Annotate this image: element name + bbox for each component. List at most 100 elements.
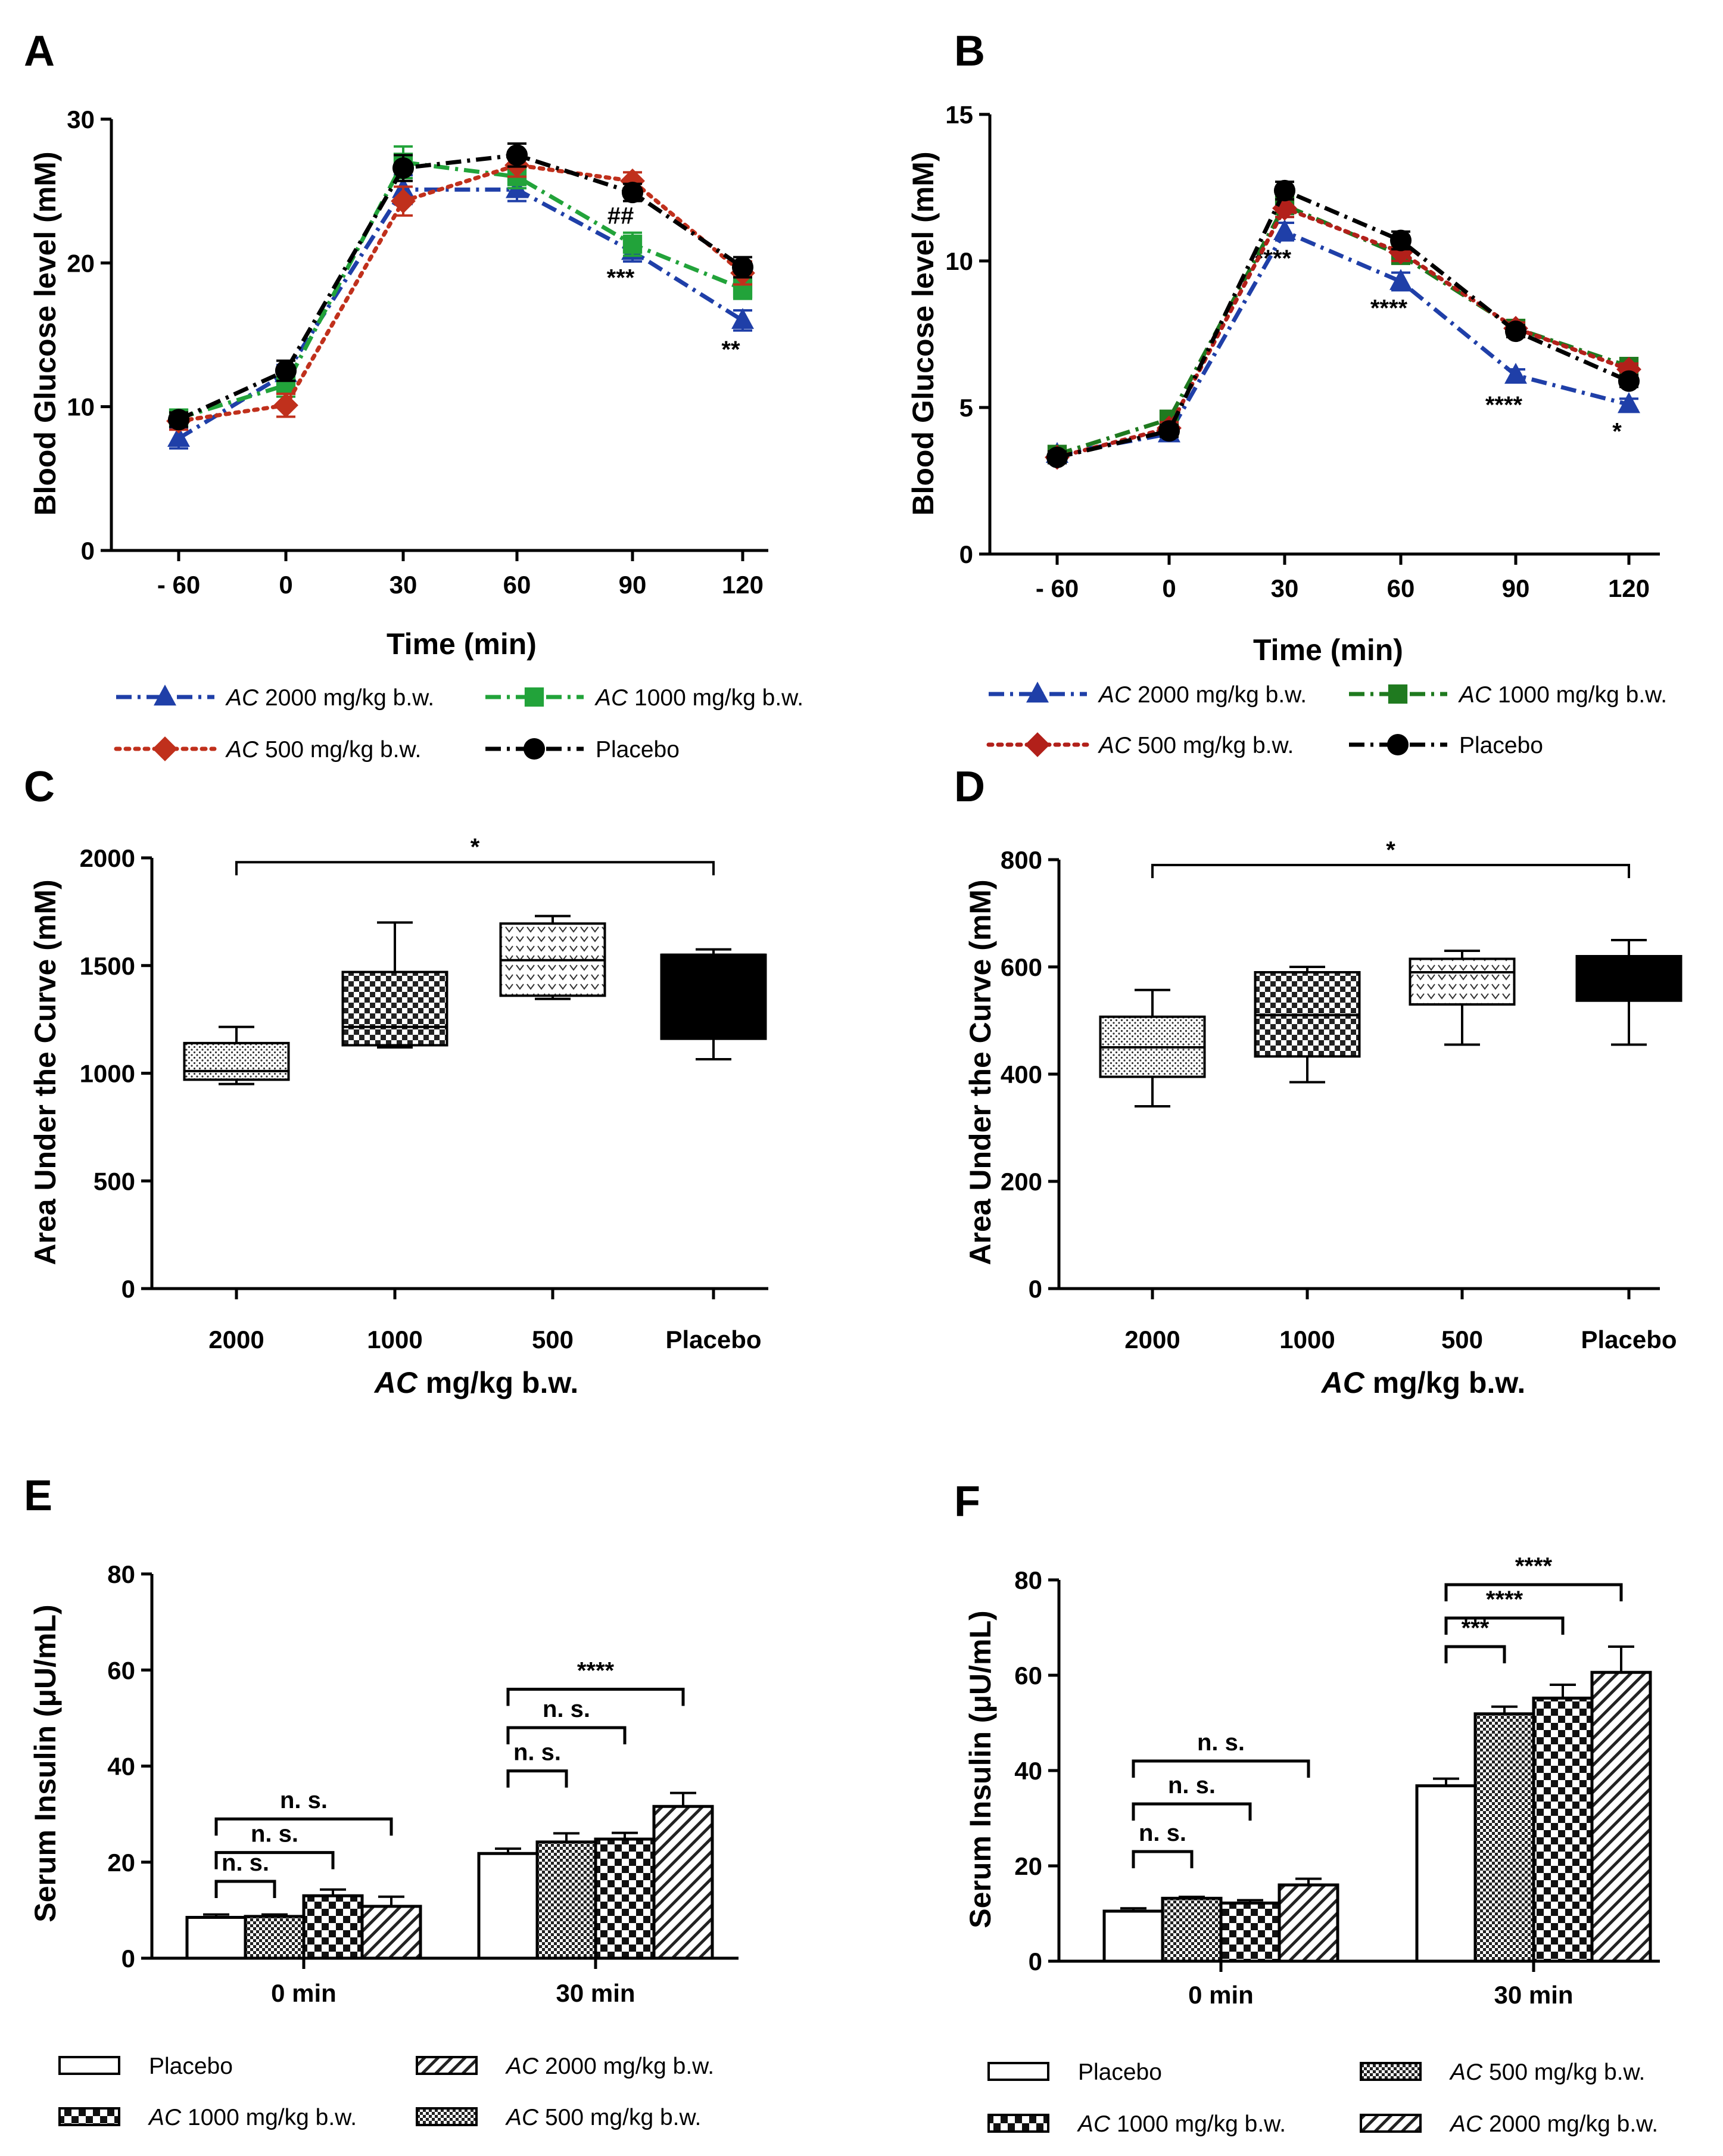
significance-label: n. s. (1139, 1820, 1186, 1846)
legend-label: AC 2000 mg/kg b.w. (1449, 2111, 1658, 2137)
marker-circle (621, 182, 644, 204)
legend-label: Placebo (1078, 2059, 1162, 2085)
bar-ac-500 (1473, 1705, 1535, 1963)
bar-placebo (1102, 1907, 1164, 1963)
y-tick-label: 5 (959, 394, 973, 422)
bar (360, 1905, 422, 1960)
legend-label-italic: AC (505, 2105, 539, 2130)
legend-label-italic: AC (505, 2054, 539, 2079)
significance-label: **** (1486, 1586, 1523, 1613)
significance-label: n. s. (1197, 1729, 1245, 1756)
series-line (1055, 206, 1631, 460)
significance-annotation: ** (721, 337, 740, 363)
significance-bracket (1151, 864, 1630, 878)
marker-square (1388, 684, 1408, 704)
y-tick-label: 0 (121, 1275, 135, 1303)
significance-annotation: * (1612, 418, 1622, 444)
y-tick-label: 0 (81, 537, 95, 565)
x-tick-label: - 60 (1036, 574, 1079, 602)
y-axis-title: Blood Glucose level (mM) (29, 151, 62, 515)
bar (1415, 1784, 1477, 1963)
y-tick-label: 40 (107, 1753, 135, 1781)
x-tick-label: 1000 (367, 1326, 422, 1354)
legend-label: Placebo (1459, 733, 1543, 758)
bar-ac-1000 (1219, 1899, 1281, 1963)
y-tick-label: 80 (107, 1560, 135, 1588)
legend-label-rest: Placebo (1078, 2059, 1162, 2085)
legend-swatch (1360, 2114, 1422, 2133)
marker-square (622, 234, 643, 254)
legend: AC 2000 mg/kg b.w. AC 1000 mg/kg b.w.AC 5… (986, 682, 1667, 758)
legend-label: AC 2000 mg/kg b.w. (505, 2054, 714, 2079)
legend-label-rest: 1000 mg/kg b.w. (1491, 682, 1667, 708)
significance-label: n. s. (1168, 1772, 1216, 1799)
y-tick-label: 0 (959, 540, 973, 568)
legend-label-rest: 2000 mg/kg b.w. (1131, 682, 1307, 708)
legend-swatch (987, 2114, 1049, 2133)
x-tick-label: 30 (390, 571, 417, 599)
bar (1590, 1670, 1652, 1963)
box-body (341, 970, 448, 1047)
box-500 (499, 914, 606, 1000)
panel-letter: D (954, 763, 985, 811)
x-axis-title: Time (min) (1253, 633, 1403, 667)
legend-label-italic: AC (594, 685, 628, 711)
y-axis-title: Serum Insulin (μU/mL) (964, 1610, 997, 1928)
box-body (1409, 957, 1516, 1006)
box-1000 (341, 921, 448, 1049)
marker-triangle (154, 685, 176, 706)
marker-circle (506, 144, 528, 166)
series-500 (1045, 195, 1641, 470)
x-tick-label: - 60 (157, 571, 200, 599)
marker-diamond (1025, 732, 1050, 757)
x-tick-label: Placebo (665, 1326, 761, 1354)
y-tick-label: 20 (1014, 1852, 1042, 1880)
y-tick-label: 0 (1029, 1947, 1042, 1975)
legend-swatch (1360, 2062, 1422, 2081)
legend-label: AC 500 mg/kg b.w. (225, 737, 421, 763)
legend-label-rest: 2000 mg/kg b.w. (538, 2054, 714, 2079)
box-1000 (1254, 966, 1361, 1084)
legend: Placebo AC 500 mg/kg b.w.AC 1000 mg/kg b.… (987, 2059, 1658, 2137)
x-tick-label: 2000 (208, 1326, 264, 1354)
legend-swatch (58, 2107, 120, 2126)
legend-label-rest: 2000 mg/kg b.w. (1482, 2111, 1658, 2137)
panel-letter: E (24, 1472, 52, 1520)
y-tick-label: 20 (107, 1849, 135, 1877)
bar (1473, 1712, 1535, 1963)
bar (1102, 1909, 1164, 1963)
x-tick-label: 2000 (1124, 1326, 1180, 1354)
bar-placebo (185, 1913, 247, 1960)
legend-label-rest: 500 mg/kg b.w. (258, 737, 421, 763)
series-line (1057, 229, 1629, 457)
marker-circle (1389, 229, 1412, 251)
bar (302, 1894, 364, 1960)
y-tick-label: 40 (1014, 1757, 1042, 1785)
x-tick-label: 120 (722, 571, 764, 599)
marker-circle (523, 738, 546, 760)
y-tick-label: 1000 (80, 1060, 135, 1088)
significance-bracket (235, 861, 715, 876)
legend-label-italic: AC (1458, 682, 1492, 708)
x-tick-label: 30 (1271, 574, 1299, 602)
bar-placebo (1415, 1777, 1477, 1963)
y-axis-title: Serum Insulin (μU/mL) (29, 1604, 62, 1922)
significance-bracket (1132, 1802, 1252, 1821)
x-tick-label: Placebo (1581, 1326, 1677, 1354)
y-axis-title: Area Under the Curve (mM) (964, 879, 997, 1265)
y-tick-label: 0 (121, 1945, 135, 1973)
bar (185, 1915, 247, 1960)
panel-letter: C (24, 763, 55, 811)
legend-label: Placebo (149, 2054, 233, 2079)
bar (535, 1840, 597, 1960)
marker-circle (392, 157, 415, 179)
y-tick-label: 30 (67, 105, 95, 133)
x-tick-label: 500 (1441, 1326, 1483, 1354)
marker-circle (1618, 370, 1640, 392)
x-axis-title: AC mg/kg b.w. (1320, 1366, 1526, 1399)
legend-label-italic: AC (1449, 2111, 1483, 2137)
significance-label: **** (1515, 1553, 1553, 1579)
x-axis-title: AC mg/kg b.w. (373, 1366, 579, 1399)
box-2000 (1099, 988, 1206, 1107)
box-body (660, 953, 767, 1040)
